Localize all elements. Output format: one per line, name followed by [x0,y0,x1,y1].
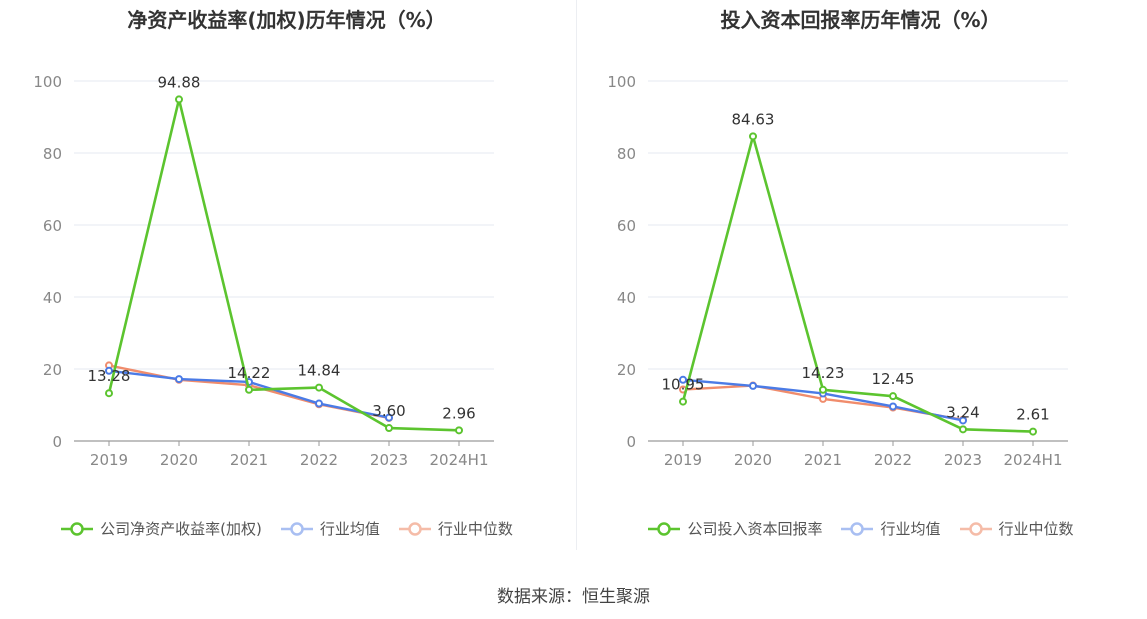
legend-label-avg: 行业均值 [880,520,941,538]
legend-item-avg[interactable]: 行业均值 [840,518,941,539]
legend-median-marker-icon [959,521,992,536]
data-point-company [315,383,323,392]
data-label: 2.61 [1016,406,1049,424]
x-tick-label: 2022 [874,451,912,469]
panel-divider [576,0,577,550]
series-line-company [681,135,1034,433]
y-tick-label: 80 [617,145,636,163]
roic-line-chart: 0 20 40 60 80 100 2019 2020 2021 2022 2023 2024H1 10… [607,73,1068,469]
y-tick-label: 40 [43,289,62,307]
x-tick-label: 2020 [160,451,198,469]
y-tick-label: 20 [43,361,62,379]
legend-label-median: 行业中位数 [998,520,1074,538]
chart-legend: 公司投入资本回报率 行业均值 行业中位数 [574,518,1147,539]
data-point-company [749,132,757,141]
data-label: 94.88 [158,73,201,91]
data-point-avg [889,402,897,411]
data-source-label: 数据来源：恒生聚源 [497,587,650,607]
data-point-avg [315,399,323,408]
legend-company-marker-icon [648,521,681,536]
x-tick-label: 2019 [90,451,128,469]
data-point-avg [959,416,967,425]
legend-item-median[interactable]: 行业中位数 [398,518,513,539]
roe-line-chart: 0 20 40 60 80 100 2019 2020 2021 2022 2023 2024H1 13… [33,73,494,469]
y-tick-label: 20 [617,361,636,379]
legend-item-avg[interactable]: 行业均值 [280,518,380,539]
y-tick-label: 40 [617,289,636,307]
data-point-company [455,426,463,435]
data-label: 84.63 [732,110,775,128]
y-tick-label: 80 [43,145,62,163]
data-label: 10.95 [662,376,705,394]
x-tick-label: 2021 [804,451,842,469]
data-point-avg [679,375,687,384]
legend-item-median[interactable]: 行业中位数 [959,518,1074,539]
y-tick-label: 60 [617,217,636,235]
y-tick-label: 100 [607,73,636,91]
data-label: 14.84 [298,362,341,380]
data-label: 2.96 [442,404,475,422]
data-point-avg [175,375,183,384]
data-label: 12.45 [872,370,915,388]
data-point-company [385,424,393,433]
data-point-company [175,95,183,104]
series-line-company [107,98,460,432]
data-point-avg [385,413,393,422]
data-label: 3.24 [946,403,979,421]
legend-item-company[interactable]: 公司净资产收益率(加权) [60,518,262,539]
data-point-company [105,389,113,398]
data-label: 13.28 [88,367,131,385]
x-tick-label: 2020 [734,451,772,469]
chart-panel-roic: 投入资本回报率历年情况（%） 0 20 40 60 80 100 2019 2020 2021 2… [574,0,1147,560]
data-point-avg [105,366,113,375]
legend-label-company: 公司投入资本回报率 [687,520,823,538]
legend-avg-marker-icon [280,521,313,536]
x-tick-label: 2019 [664,451,702,469]
data-point-company [245,385,253,394]
data-point-company [1029,427,1037,436]
data-label: 14.22 [228,364,271,382]
chart-title: 投入资本回报率历年情况（%） [720,8,1001,32]
data-point-company [819,385,827,394]
data-point-company [889,392,897,401]
chart-title: 净资产收益率(加权)历年情况（%） [127,8,446,32]
data-point-company [959,425,967,434]
legend-company-marker-icon [61,521,94,536]
data-label: 14.23 [802,364,845,382]
legend-label-company: 公司净资产收益率(加权) [100,520,262,538]
legend-median-marker-icon [398,521,431,536]
data-point-company [679,397,687,406]
y-tick-label: 60 [43,217,62,235]
y-tick-label: 0 [52,433,62,451]
x-tick-label: 2023 [370,451,408,469]
data-label: 3.60 [372,402,405,420]
x-tick-label: 2023 [944,451,982,469]
x-tick-label: 2024H1 [430,451,489,469]
chart-legend: 公司净资产收益率(加权) 行业均值 行业中位数 [0,518,573,539]
x-tick-label: 2021 [230,451,268,469]
data-point-avg [749,381,757,390]
y-tick-label: 100 [33,73,62,91]
legend-item-company[interactable]: 公司投入资本回报率 [647,518,822,539]
chart-panel-roe: 净资产收益率(加权)历年情况（%） 0 20 40 60 80 100 2019 2020 20… [0,0,573,560]
legend-label-avg: 行业均值 [319,520,380,538]
legend-label-median: 行业中位数 [437,520,513,538]
x-tick-label: 2024H1 [1004,451,1063,469]
x-tick-label: 2022 [300,451,338,469]
y-tick-label: 0 [626,433,636,451]
legend-avg-marker-icon [841,521,874,536]
